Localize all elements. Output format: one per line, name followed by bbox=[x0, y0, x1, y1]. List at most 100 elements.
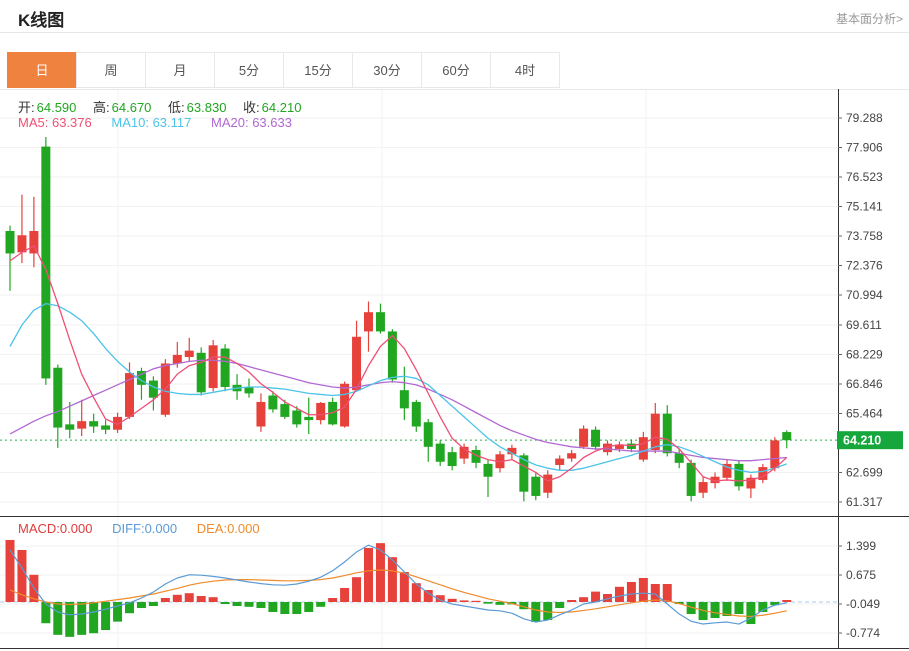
macd-bar bbox=[495, 602, 505, 605]
candle-body bbox=[280, 404, 290, 417]
macd-axis-label: 1.399 bbox=[846, 539, 876, 553]
candle-body bbox=[782, 432, 792, 441]
macd-bar bbox=[555, 602, 565, 609]
macd-bar bbox=[172, 594, 182, 603]
tab-5min[interactable]: 5分 bbox=[214, 52, 284, 88]
open-readout: 开: 64.590 bbox=[18, 100, 77, 115]
high-readout: 高: 64.670 bbox=[93, 100, 152, 115]
current-price-badge-label: 64.210 bbox=[843, 434, 881, 448]
candle-body bbox=[53, 367, 63, 428]
candle-body bbox=[220, 348, 230, 387]
price-axis-label: 61.317 bbox=[846, 495, 883, 509]
candle-body bbox=[519, 455, 529, 492]
candle-body bbox=[447, 452, 457, 467]
macd-bar bbox=[113, 602, 123, 622]
macd-bar bbox=[770, 602, 780, 606]
candle-body bbox=[172, 354, 182, 364]
macd-bar bbox=[244, 602, 254, 607]
tab-60min[interactable]: 60分 bbox=[421, 52, 491, 88]
candle-body bbox=[292, 410, 302, 425]
macd-bar bbox=[292, 602, 302, 615]
candle-body bbox=[710, 476, 720, 484]
macd-axis-label: -0.049 bbox=[846, 597, 880, 611]
candle-body bbox=[423, 422, 433, 447]
macd-readout: MACD:0.000 bbox=[18, 521, 93, 536]
macd-bar bbox=[316, 602, 326, 607]
candle-body bbox=[686, 462, 696, 496]
macd-bar bbox=[65, 602, 75, 637]
macd-bar bbox=[411, 583, 421, 603]
candle-body bbox=[268, 395, 278, 410]
macd-legend: MACD:0.000 DIFF:0.000 DEA:0.000 bbox=[18, 521, 260, 536]
macd-bar bbox=[459, 600, 469, 603]
tab-week[interactable]: 周 bbox=[76, 52, 146, 88]
macd-bar bbox=[184, 593, 194, 603]
candle-body bbox=[567, 453, 577, 459]
macd-bar bbox=[471, 600, 481, 603]
ma20-line bbox=[9, 359, 787, 462]
candle-body bbox=[41, 146, 51, 379]
tab-15min[interactable]: 15分 bbox=[283, 52, 353, 88]
tab-4hour[interactable]: 4时 bbox=[490, 52, 560, 88]
candle-body bbox=[471, 450, 481, 463]
price-axis-label: 72.376 bbox=[846, 259, 883, 273]
price-axis-label: 76.523 bbox=[846, 170, 883, 184]
candle-body bbox=[531, 476, 541, 496]
candle-body bbox=[304, 416, 314, 421]
tab-month[interactable]: 月 bbox=[145, 52, 215, 88]
candle-body bbox=[208, 345, 218, 389]
candle-body bbox=[375, 312, 385, 332]
candle-body bbox=[364, 312, 373, 332]
macd-bar bbox=[232, 602, 242, 607]
tab-day[interactable]: 日 bbox=[7, 52, 77, 88]
period-tabbar: 日 周 月 5分 15分 30分 60分 4时 bbox=[7, 52, 560, 88]
candle-body bbox=[459, 446, 469, 459]
macd-bar bbox=[399, 571, 409, 603]
candle-body bbox=[698, 482, 708, 493]
candle-body bbox=[244, 386, 254, 394]
macd-bar bbox=[220, 602, 230, 605]
ma10-line bbox=[9, 302, 787, 474]
tab-30min[interactable]: 30分 bbox=[352, 52, 422, 88]
candle-body bbox=[148, 380, 158, 398]
candle-body bbox=[662, 413, 672, 454]
price-axis-label: 62.699 bbox=[846, 465, 883, 479]
candle-body bbox=[734, 463, 744, 487]
candle-body bbox=[722, 463, 732, 478]
candle-body bbox=[543, 474, 553, 493]
candle-body bbox=[435, 443, 445, 462]
candle-body bbox=[555, 458, 565, 465]
macd-bar bbox=[17, 549, 27, 603]
macd-bar bbox=[280, 602, 290, 615]
candle-body bbox=[579, 428, 589, 447]
macd-bar bbox=[208, 597, 218, 603]
low-readout: 低: 63.830 bbox=[168, 100, 227, 115]
macd-bar bbox=[256, 602, 266, 609]
macd-bar bbox=[101, 602, 111, 631]
macd-bar bbox=[375, 543, 385, 603]
macd-bar bbox=[591, 591, 601, 603]
price-axis-label: 68.229 bbox=[846, 347, 883, 361]
candle-body bbox=[746, 477, 756, 489]
candle-body bbox=[89, 421, 99, 427]
candle-body bbox=[770, 440, 780, 469]
macd-bar bbox=[328, 598, 338, 603]
macd-bar bbox=[77, 602, 87, 635]
macd-bar bbox=[722, 602, 732, 617]
ma5-line bbox=[9, 245, 788, 482]
candle-body bbox=[125, 373, 134, 417]
candle-body bbox=[184, 350, 194, 358]
fundamental-analysis-link[interactable]: 基本面分析> bbox=[835, 12, 903, 26]
candle-body bbox=[77, 421, 87, 429]
macd-bar bbox=[483, 602, 493, 604]
candle-body bbox=[507, 447, 517, 455]
ma5-readout: MA5: 63.376 bbox=[18, 115, 92, 130]
candle-body bbox=[483, 463, 493, 477]
macd-bar bbox=[531, 602, 541, 623]
macd-bar bbox=[89, 602, 99, 634]
header-divider bbox=[0, 32, 909, 33]
candle-body bbox=[411, 401, 421, 427]
candle-body bbox=[17, 235, 27, 253]
macd-bar bbox=[626, 581, 636, 603]
